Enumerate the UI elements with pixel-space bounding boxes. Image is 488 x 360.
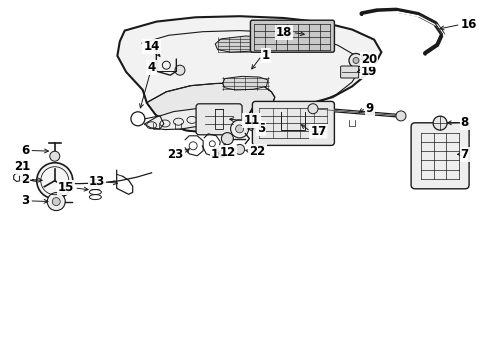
Text: 13: 13 xyxy=(89,175,105,188)
Text: 3: 3 xyxy=(21,194,29,207)
Text: 5: 5 xyxy=(256,122,264,135)
Text: 17: 17 xyxy=(310,125,326,138)
Text: 8: 8 xyxy=(460,116,468,129)
Polygon shape xyxy=(146,83,274,132)
Circle shape xyxy=(395,111,405,121)
Circle shape xyxy=(307,104,317,114)
Polygon shape xyxy=(222,76,267,90)
Circle shape xyxy=(175,65,184,75)
Text: 20: 20 xyxy=(360,53,376,66)
FancyBboxPatch shape xyxy=(196,104,242,135)
Circle shape xyxy=(221,132,233,145)
Polygon shape xyxy=(215,36,272,52)
Circle shape xyxy=(50,151,60,161)
FancyBboxPatch shape xyxy=(250,20,334,52)
Text: 10: 10 xyxy=(210,148,227,161)
Polygon shape xyxy=(117,16,381,132)
Circle shape xyxy=(52,198,60,206)
FancyBboxPatch shape xyxy=(252,102,334,145)
Text: 22: 22 xyxy=(249,145,265,158)
Text: 2: 2 xyxy=(21,173,29,186)
Text: 1: 1 xyxy=(261,49,269,62)
Circle shape xyxy=(234,144,244,154)
Circle shape xyxy=(432,116,446,130)
Circle shape xyxy=(230,120,248,138)
Text: 12: 12 xyxy=(220,147,236,159)
Text: 4: 4 xyxy=(147,61,155,74)
Circle shape xyxy=(348,54,362,67)
Text: 9: 9 xyxy=(365,102,373,114)
Text: 6: 6 xyxy=(21,144,29,157)
Text: 23: 23 xyxy=(167,148,183,161)
Text: 21: 21 xyxy=(14,160,30,173)
Circle shape xyxy=(235,125,243,133)
Circle shape xyxy=(352,58,358,63)
Text: 19: 19 xyxy=(360,65,376,78)
Text: 16: 16 xyxy=(460,18,476,31)
Circle shape xyxy=(47,193,65,211)
Circle shape xyxy=(37,163,73,199)
Polygon shape xyxy=(144,108,212,130)
FancyBboxPatch shape xyxy=(340,66,358,78)
Text: 18: 18 xyxy=(276,26,292,39)
Text: 11: 11 xyxy=(243,114,259,127)
Text: 15: 15 xyxy=(58,181,74,194)
FancyBboxPatch shape xyxy=(410,123,468,189)
Text: 14: 14 xyxy=(143,40,160,53)
Text: 7: 7 xyxy=(460,148,468,161)
